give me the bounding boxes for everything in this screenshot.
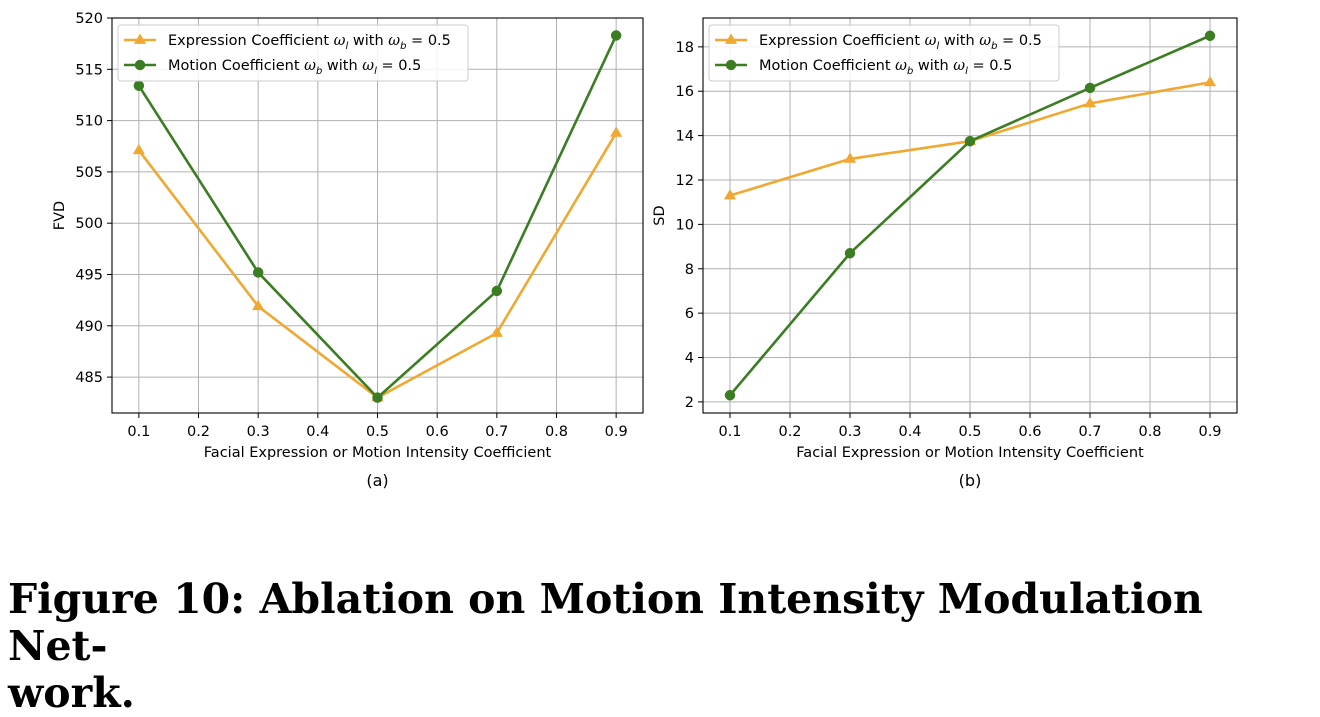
data-point	[1204, 30, 1216, 42]
x-tick-label: 0.3	[838, 424, 861, 440]
legend-entry-motion: Motion Coefficient ωb with ωl = 0.5	[759, 58, 1012, 77]
y-tick-label: 515	[75, 62, 103, 78]
y-tick-label: 6	[685, 306, 694, 322]
x-axis-label: Facial Expression or Motion Intensity Co…	[796, 445, 1144, 461]
y-tick-label: 485	[75, 370, 103, 386]
data-point	[610, 126, 623, 137]
x-tick-label: 0.4	[306, 424, 329, 440]
x-tick-label: 0.8	[1138, 424, 1161, 440]
data-point	[132, 143, 145, 155]
x-tick-label: 0.7	[1078, 424, 1101, 440]
legend: Expression Coefficient ωl with ωb = 0.5 M…	[117, 24, 469, 82]
caption-line-2: work.	[8, 669, 135, 717]
data-point	[372, 392, 383, 403]
x-tick-label: 0.6	[1018, 424, 1041, 440]
ablation-figure: 0.1 0.2 0.3 0.4 0.5 0.6 0.7 0.8 0.9 485 490 495 500 5…	[52, 11, 1238, 490]
x-tick-label: 0.9	[605, 424, 628, 440]
x-tick-label: 0.2	[187, 424, 210, 440]
plot-frame	[702, 17, 1238, 414]
plot-frame	[111, 17, 644, 414]
chart-panel-a: 0.1 0.2 0.3 0.4 0.5 0.6 0.7 0.8 0.9 485 490 495 500 5…	[52, 11, 644, 490]
x-tick-label: 0.3	[247, 424, 270, 440]
x-tick-label: 0.4	[898, 424, 921, 440]
legend-handle-marker	[134, 59, 146, 71]
data-point	[1084, 82, 1096, 94]
y-tick-label: 510	[75, 114, 103, 130]
y-axis-label: FVD	[52, 201, 68, 230]
panel-label: (a)	[366, 471, 388, 490]
legend-handle-marker	[725, 59, 737, 71]
data-point	[252, 299, 265, 311]
y-tick-label: 16	[676, 84, 694, 100]
data-point	[610, 30, 622, 41]
legend-entry-expression: Expression Coefficient ωl with ωb = 0.5	[759, 33, 1042, 52]
chart-panel-b: 0.1 0.2 0.3 0.4 0.5 0.6 0.7 0.8 0.9 2 4 6 8 10 12 14 16 1…	[652, 17, 1238, 490]
data-point	[964, 135, 976, 147]
data-point	[490, 326, 503, 337]
y-tick-label: 490	[75, 319, 103, 335]
x-tick-label: 0.8	[545, 424, 568, 440]
panel-label: (b)	[959, 471, 982, 490]
y-tick-label: 520	[75, 11, 103, 27]
data-point	[252, 267, 264, 278]
legend: Expression Coefficient ωl with ωb = 0.5 M…	[708, 24, 1060, 82]
x-tick-label: 0.5	[958, 424, 981, 440]
y-tick-label: 10	[676, 217, 694, 233]
data-point	[133, 80, 145, 91]
x-tick-label: 0.2	[778, 424, 801, 440]
y-tick-label: 4	[685, 351, 694, 367]
y-tick-label: 12	[676, 173, 694, 189]
data-point	[723, 189, 737, 200]
legend-box	[708, 24, 1060, 82]
data-point	[1203, 75, 1217, 87]
data-point	[1083, 96, 1097, 108]
x-tick-label: 0.7	[485, 424, 508, 440]
x-tick-label: 0.9	[1198, 424, 1221, 440]
x-tick-label: 0.1	[718, 424, 741, 440]
series-motion	[133, 30, 622, 403]
legend-entry-motion: Motion Coefficient ωb with ωl = 0.5	[168, 58, 421, 77]
caption-line-1: Figure 10: Ablation on Motion Intensity …	[8, 575, 1203, 670]
y-tick-label: 495	[75, 267, 103, 283]
legend-handle-marker	[724, 33, 738, 44]
figure-caption: Figure 10: Ablation on Motion Intensity …	[8, 576, 1298, 717]
series-motion	[724, 30, 1216, 401]
y-tick-label: 8	[685, 262, 694, 278]
legend-entry-expression: Expression Coefficient ωl with ωb = 0.5	[168, 33, 451, 52]
y-tick-label: 14	[676, 129, 694, 145]
legend-handle-marker	[133, 33, 147, 44]
data-point	[724, 389, 736, 401]
legend-box	[117, 24, 469, 82]
x-tick-label: 0.5	[366, 424, 389, 440]
y-tick-label: 18	[676, 40, 694, 56]
x-tick-label: 0.6	[426, 424, 449, 440]
data-point	[844, 247, 856, 259]
y-axis-label: SD	[652, 205, 668, 225]
y-tick-label: 505	[75, 165, 103, 181]
x-axis-label: Facial Expression or Motion Intensity Co…	[204, 445, 552, 461]
y-tick-label: 2	[685, 395, 694, 411]
x-tick-label: 0.1	[127, 424, 150, 440]
data-point	[843, 152, 857, 163]
data-point	[491, 285, 503, 297]
y-tick-label: 500	[75, 216, 103, 232]
